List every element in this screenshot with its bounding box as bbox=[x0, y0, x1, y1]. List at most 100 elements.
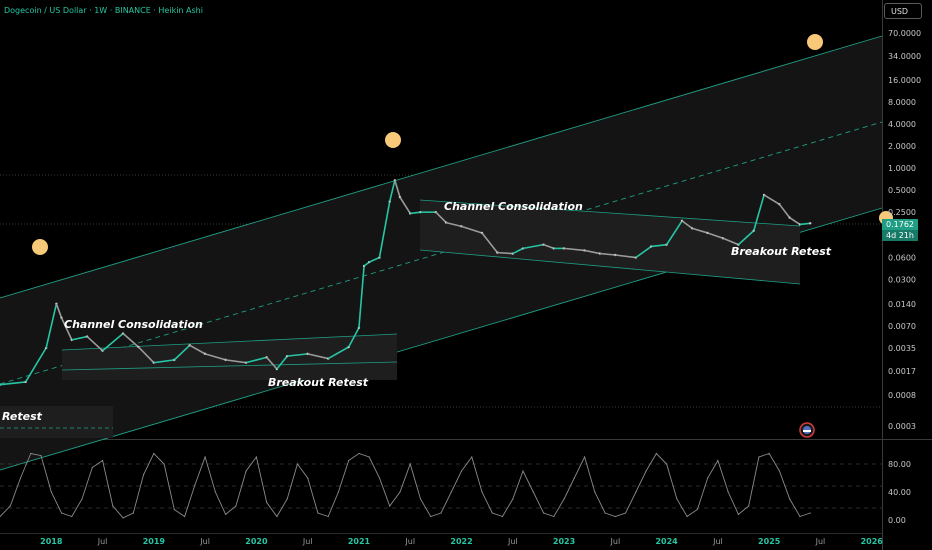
oscillator-point bbox=[707, 477, 709, 479]
oscillator-point bbox=[0, 515, 1, 518]
oscillator-point bbox=[409, 463, 411, 465]
price-segment bbox=[481, 232, 499, 254]
price-segment bbox=[153, 359, 175, 364]
oscillator-point bbox=[768, 452, 770, 455]
consolidation-box-2018 bbox=[62, 334, 397, 380]
price-segment bbox=[707, 232, 724, 240]
oscillator-point bbox=[645, 470, 647, 472]
oscillator-point bbox=[91, 466, 93, 469]
time-tick-label: 2020 bbox=[245, 537, 268, 546]
price-tick-label: 0.0600 bbox=[888, 254, 916, 263]
last-price-tag: 0.1762 bbox=[882, 219, 918, 230]
oscillator-series bbox=[0, 452, 811, 519]
consolidation-box-2021 bbox=[420, 200, 800, 284]
oscillator-point bbox=[327, 515, 329, 518]
price-segment bbox=[497, 251, 513, 255]
oscillator-point bbox=[737, 513, 740, 516]
price-tick-label: 0.0003 bbox=[888, 422, 916, 431]
price-segment bbox=[266, 356, 278, 370]
oscillator-point bbox=[194, 484, 196, 486]
cycle-marker bbox=[385, 132, 401, 148]
time-tick-label: 2018 bbox=[40, 537, 63, 546]
cycle-marker bbox=[32, 239, 48, 255]
oscillator-point bbox=[573, 477, 575, 479]
price-segment bbox=[245, 356, 267, 364]
oscillator-point bbox=[655, 452, 657, 455]
price-segment bbox=[763, 194, 780, 205]
time-axis[interactable]: 2018 Jul 2019 Jul 2020 Jul 2021 Jul 2022 Jul 2023 J… bbox=[40, 537, 883, 546]
price-tick-label: 16.0000 bbox=[888, 76, 921, 85]
price-segment bbox=[394, 180, 401, 198]
oscillator-point bbox=[225, 513, 227, 516]
oscillator-point bbox=[296, 463, 299, 465]
annotation-breakout-retest: Breakout Retest bbox=[268, 376, 369, 389]
channel-mid-line bbox=[0, 121, 883, 385]
oscillator-point bbox=[163, 463, 165, 465]
oscillator-point bbox=[430, 515, 432, 518]
oscillator-point bbox=[142, 473, 145, 476]
price-segment bbox=[584, 249, 601, 255]
price-tick-label: 0.0140 bbox=[888, 300, 916, 309]
price-tick-label: 1.0000 bbox=[888, 164, 916, 173]
time-tick-label: 2021 bbox=[348, 537, 371, 546]
oscillator-point bbox=[276, 515, 278, 518]
oscillator-point bbox=[799, 515, 801, 518]
price-tick-label: 8.0000 bbox=[888, 98, 916, 107]
price-segment bbox=[512, 247, 524, 255]
oscillator-point bbox=[9, 505, 11, 507]
price-segment bbox=[778, 203, 791, 219]
price-segment bbox=[86, 335, 104, 352]
oscillator-tick-label: 0.00 bbox=[888, 516, 906, 525]
price-segment bbox=[435, 211, 447, 224]
cycle-marker bbox=[807, 34, 823, 50]
time-tick-label: 2019 bbox=[143, 537, 166, 546]
price-tick-label: 0.0300 bbox=[888, 276, 916, 285]
price-tick-label: 34.0000 bbox=[888, 52, 921, 61]
price-segment bbox=[204, 353, 226, 361]
oscillator-point bbox=[512, 498, 514, 500]
oscillator-point bbox=[522, 470, 524, 472]
oscillator-point bbox=[419, 498, 422, 500]
oscillator-point bbox=[532, 491, 534, 493]
price-tick-label: 0.0035 bbox=[888, 344, 916, 353]
price-segment bbox=[753, 194, 765, 231]
oscillator-point bbox=[604, 512, 606, 514]
price-segment bbox=[347, 327, 360, 348]
price-tick-label: 0.0017 bbox=[888, 367, 916, 376]
price-segment bbox=[388, 180, 396, 202]
price-segment bbox=[635, 245, 652, 259]
oscillator-point bbox=[789, 498, 791, 500]
price-segment bbox=[522, 243, 544, 250]
price-segment bbox=[287, 353, 308, 357]
price-segment bbox=[327, 346, 350, 360]
oscillator-point bbox=[81, 498, 83, 500]
oscillator-point bbox=[101, 459, 104, 462]
price-segment bbox=[563, 247, 585, 252]
oscillator-point bbox=[112, 505, 114, 507]
oscillator-point bbox=[625, 512, 627, 514]
oscillator-point bbox=[286, 498, 288, 500]
oscillator-point bbox=[583, 456, 586, 458]
price-segment bbox=[368, 256, 380, 263]
price-tick-label: 0.5000 bbox=[888, 186, 916, 195]
time-tick-label: Jul bbox=[507, 537, 518, 546]
flag-icon[interactable] bbox=[799, 422, 815, 438]
price-series bbox=[0, 179, 812, 386]
price-segment bbox=[0, 381, 26, 386]
price-segment bbox=[45, 303, 58, 349]
oscillator-point bbox=[748, 505, 750, 507]
currency-button[interactable]: USD bbox=[884, 3, 922, 19]
price-segment bbox=[71, 335, 88, 341]
time-tick-label: Jul bbox=[199, 537, 210, 546]
oscillator-point bbox=[594, 491, 596, 493]
oscillator-point bbox=[686, 515, 688, 518]
time-tick-label: Jul bbox=[610, 537, 621, 546]
time-tick-label: Jul bbox=[97, 537, 108, 546]
oscillator-point bbox=[460, 470, 463, 472]
price-segment bbox=[60, 317, 73, 341]
consolidation-2018-lower bbox=[61, 361, 398, 371]
price-segment bbox=[358, 265, 365, 328]
price-segment bbox=[789, 217, 801, 226]
price-segment bbox=[543, 243, 555, 250]
